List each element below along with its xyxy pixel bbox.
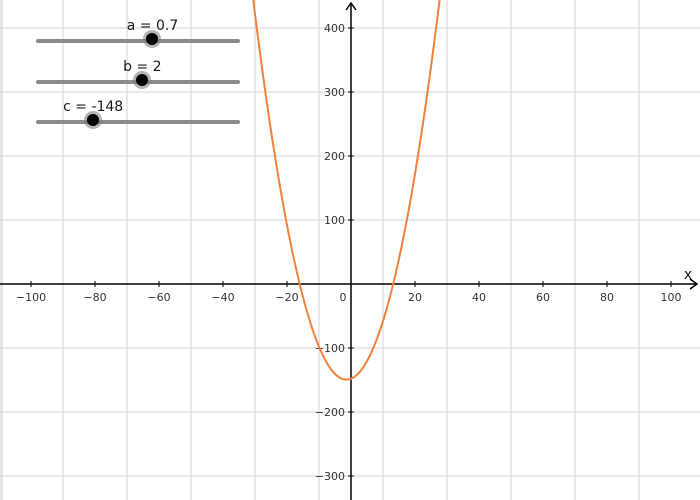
y-tick-label: 200	[324, 150, 345, 163]
x-tick-label: −100	[16, 291, 46, 304]
slider-c-track[interactable]	[36, 120, 240, 124]
y-tick-label: −300	[315, 470, 345, 483]
slider-c-label: c = -148	[63, 99, 124, 115]
y-tick-label: 100	[324, 214, 345, 227]
x-tick-label: −20	[275, 291, 298, 304]
x-axis-label: x	[684, 267, 692, 283]
x-tick-label: 20	[408, 291, 422, 304]
x-axis-arrow	[689, 278, 699, 290]
slider-a[interactable]: a = 0.7	[36, 18, 240, 48]
slider-c-handle[interactable]	[87, 114, 100, 126]
function-graph[interactable]	[251, 0, 442, 381]
x-tick-label: −40	[211, 291, 234, 304]
slider-a-handle[interactable]	[146, 33, 159, 45]
x-tick-label: 80	[600, 291, 614, 304]
slider-b-label: b = 2	[123, 59, 162, 75]
panel-edge	[0, 0, 3, 500]
slider-a-track[interactable]	[36, 39, 240, 43]
y-axis-arrow	[345, 1, 357, 11]
y-tick-label: −100	[315, 342, 345, 355]
x-tick-label: 60	[536, 291, 550, 304]
x-tick-label: −80	[83, 291, 106, 304]
x-tick-label: 100	[661, 291, 682, 304]
slider-c[interactable]: c = -148	[36, 99, 240, 129]
y-tick-label: −200	[315, 406, 345, 419]
y-tick-label: 300	[324, 86, 345, 99]
origin-label: 0	[340, 291, 347, 304]
slider-b-handle[interactable]	[136, 74, 149, 86]
slider-b[interactable]: b = 2	[36, 59, 240, 89]
x-tick-label: 40	[472, 291, 486, 304]
parabola-curve[interactable]	[251, 0, 442, 381]
x-tick-label: −60	[147, 291, 170, 304]
y-tick-label: 400	[324, 22, 345, 35]
tick-labels: −100 −80 −60 −40 −20 20 40 60 80 100 −300 −200 −100 1…	[16, 22, 692, 483]
slider-a-label: a = 0.7	[126, 18, 179, 34]
